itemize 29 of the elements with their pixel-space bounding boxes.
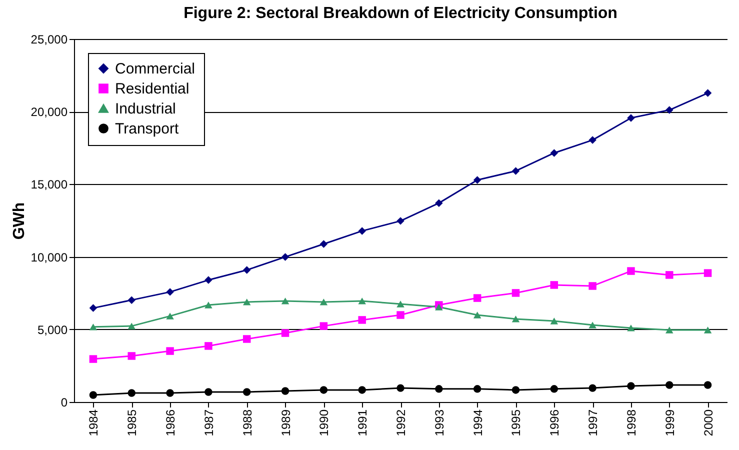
y-tick-label: 0 bbox=[60, 396, 68, 410]
y-tick-label: 25,000 bbox=[30, 32, 68, 46]
y-tick-label: 20,000 bbox=[30, 105, 68, 120]
x-tick-label: 1994 bbox=[470, 409, 485, 436]
x-tick-label: 1997 bbox=[586, 409, 600, 436]
x-tick-label: 1998 bbox=[624, 409, 638, 436]
x-tick-label: 1995 bbox=[509, 409, 524, 436]
x-tick-label: 1985 bbox=[125, 409, 140, 436]
legend-label: Transport bbox=[115, 120, 180, 138]
x-tick-label: 1984 bbox=[86, 409, 101, 436]
x-tick-label: 1993 bbox=[432, 409, 446, 436]
x-tick-label: 2000 bbox=[701, 409, 716, 436]
legend-label: Industrial bbox=[115, 100, 176, 118]
x-tick-label: 1991 bbox=[356, 409, 370, 436]
x-tick-label: 1989 bbox=[278, 409, 293, 436]
y-tick-label: 10,000 bbox=[30, 250, 68, 264]
x-tick-label: 1990 bbox=[317, 409, 332, 436]
x-tick-label: 1992 bbox=[394, 409, 408, 436]
y-tick-label: 15,000 bbox=[30, 178, 68, 192]
legend-label: Residential bbox=[115, 80, 190, 98]
y-tick-label: 5,000 bbox=[37, 322, 68, 337]
x-tick-label: 1986 bbox=[164, 409, 178, 436]
chart-title: Figure 2: Sectoral Breakdown of Electricity Consumption bbox=[184, 5, 618, 22]
x-tick-label: 1987 bbox=[202, 409, 216, 436]
x-tick-label: 1999 bbox=[662, 409, 677, 436]
x-tick-label: 1988 bbox=[240, 409, 254, 436]
legend-label: Commercial bbox=[115, 60, 196, 78]
y-axis-title: GWh bbox=[10, 202, 28, 240]
x-tick-label: 1996 bbox=[548, 409, 562, 436]
